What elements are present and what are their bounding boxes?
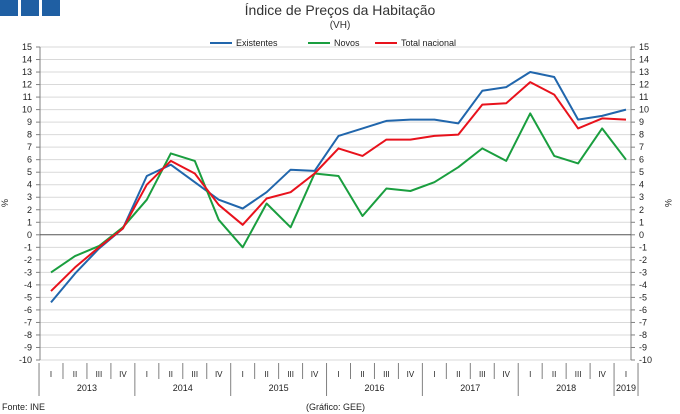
y-tick-label-left: 15 [22, 42, 32, 52]
x-year-label: 2019 [616, 383, 636, 393]
y-tick-label-left: 0 [27, 230, 32, 240]
y-tick-label-right: 1 [639, 217, 644, 227]
y-tick-label-right: 14 [639, 55, 649, 65]
y-tick-label-right: 8 [639, 130, 644, 140]
y-tick-label-right: -1 [639, 242, 647, 252]
x-quarter-label: I [625, 370, 627, 379]
y-tick-label-right: 7 [639, 142, 644, 152]
y-tick-label-left: -6 [24, 305, 32, 315]
y-tick-label-left: 13 [22, 67, 32, 77]
x-quarter-label: IV [215, 370, 223, 379]
y-tick-label-right: 5 [639, 167, 644, 177]
y-axis-title-right: % [663, 199, 673, 207]
y-tick-label-left: 9 [27, 117, 32, 127]
x-quarter-label: III [479, 370, 486, 379]
x-quarter-label: I [433, 370, 435, 379]
legend-existentes-label: Existentes [236, 38, 278, 48]
y-tick-label-right: 4 [639, 180, 644, 190]
x-quarter-label: III [191, 370, 198, 379]
y-tick-label-right: -6 [639, 305, 647, 315]
x-year-label: 2018 [556, 383, 576, 393]
x-year-label: 2016 [364, 383, 384, 393]
y-tick-label-left: 3 [27, 192, 32, 202]
y-tick-label-right: 15 [639, 42, 649, 52]
y-tick-label-left: 14 [22, 55, 32, 65]
x-quarter-label: II [360, 370, 364, 379]
y-tick-label-left: 6 [27, 155, 32, 165]
x-quarter-label: I [146, 370, 148, 379]
x-year-label: 2013 [77, 383, 97, 393]
y-tick-label-right: -5 [639, 292, 647, 302]
x-quarter-label: I [242, 370, 244, 379]
y-tick-label-right: 12 [639, 80, 649, 90]
legend-total-nacional-label: Total nacional [401, 38, 456, 48]
y-tick-label-right: 13 [639, 67, 649, 77]
y-tick-label-right: 9 [639, 117, 644, 127]
x-year-label: 2017 [460, 383, 480, 393]
y-tick-label-right: 10 [639, 105, 649, 115]
x-quarter-label: III [575, 370, 582, 379]
source-note: Fonte: INE [2, 402, 46, 412]
y-tick-label-right: -8 [639, 330, 647, 340]
chart-subtitle: (VH) [329, 20, 351, 31]
y-tick-label-right: -4 [639, 280, 647, 290]
y-tick-label-left: -7 [24, 317, 32, 327]
y-tick-label-left: -1 [24, 242, 32, 252]
y-tick-label-left: -9 [24, 342, 32, 352]
x-quarter-label: I [50, 370, 52, 379]
x-quarter-label: II [73, 370, 77, 379]
y-tick-label-right: 6 [639, 155, 644, 165]
chart-title: Índice de Preços da Habitação [244, 2, 436, 18]
y-tick-label-right: -9 [639, 342, 647, 352]
brand-logo [0, 0, 60, 16]
x-quarter-label: III [383, 370, 390, 379]
y-tick-label-left: 7 [27, 142, 32, 152]
series-line [50, 71, 627, 304]
y-tick-label-right: -7 [639, 317, 647, 327]
y-tick-label-left: -5 [24, 292, 32, 302]
y-tick-label-left: -3 [24, 267, 32, 277]
y-tick-label-left: 1 [27, 217, 32, 227]
y-tick-label-left: -4 [24, 280, 32, 290]
x-year-label: 2014 [173, 383, 193, 393]
y-tick-label-left: 8 [27, 130, 32, 140]
x-quarter-label: IV [407, 370, 415, 379]
y-tick-label-left: 10 [22, 105, 32, 115]
y-tick-label-left: -2 [24, 255, 32, 265]
x-quarter-label: IV [502, 370, 510, 379]
x-quarter-label: IV [598, 370, 606, 379]
x-quarter-label: III [287, 370, 294, 379]
x-year-label: 2015 [269, 383, 289, 393]
y-tick-label-left: 2 [27, 205, 32, 215]
y-tick-label-left: 4 [27, 180, 32, 190]
x-quarter-label: IV [119, 370, 127, 379]
y-tick-label-right: 0 [639, 230, 644, 240]
y-tick-label-left: 5 [27, 167, 32, 177]
x-quarter-label: I [529, 370, 531, 379]
credit-note: (Gráfico: GEE) [306, 402, 366, 412]
x-quarter-label: II [552, 370, 556, 379]
x-quarter-label: IV [311, 370, 319, 379]
y-tick-label-right: -10 [639, 355, 652, 365]
y-tick-label-left: -8 [24, 330, 32, 340]
y-tick-label-right: -2 [639, 255, 647, 265]
y-tick-label-left: -10 [19, 355, 32, 365]
series-line [50, 112, 627, 274]
x-quarter-label: II [169, 370, 173, 379]
x-quarter-label: I [337, 370, 339, 379]
y-tick-label-right: 3 [639, 192, 644, 202]
y-tick-label-left: 11 [23, 92, 32, 102]
legend-novos-label: Novos [334, 38, 360, 48]
y-tick-label-right: 2 [639, 205, 644, 215]
x-quarter-label: II [264, 370, 268, 379]
series-line [50, 81, 627, 292]
y-tick-label-right: 11 [639, 92, 648, 102]
x-quarter-label: III [96, 370, 103, 379]
x-quarter-label: II [456, 370, 460, 379]
y-axis-title-left: % [0, 199, 10, 207]
y-tick-label-right: -3 [639, 267, 647, 277]
y-tick-label-left: 12 [22, 80, 32, 90]
